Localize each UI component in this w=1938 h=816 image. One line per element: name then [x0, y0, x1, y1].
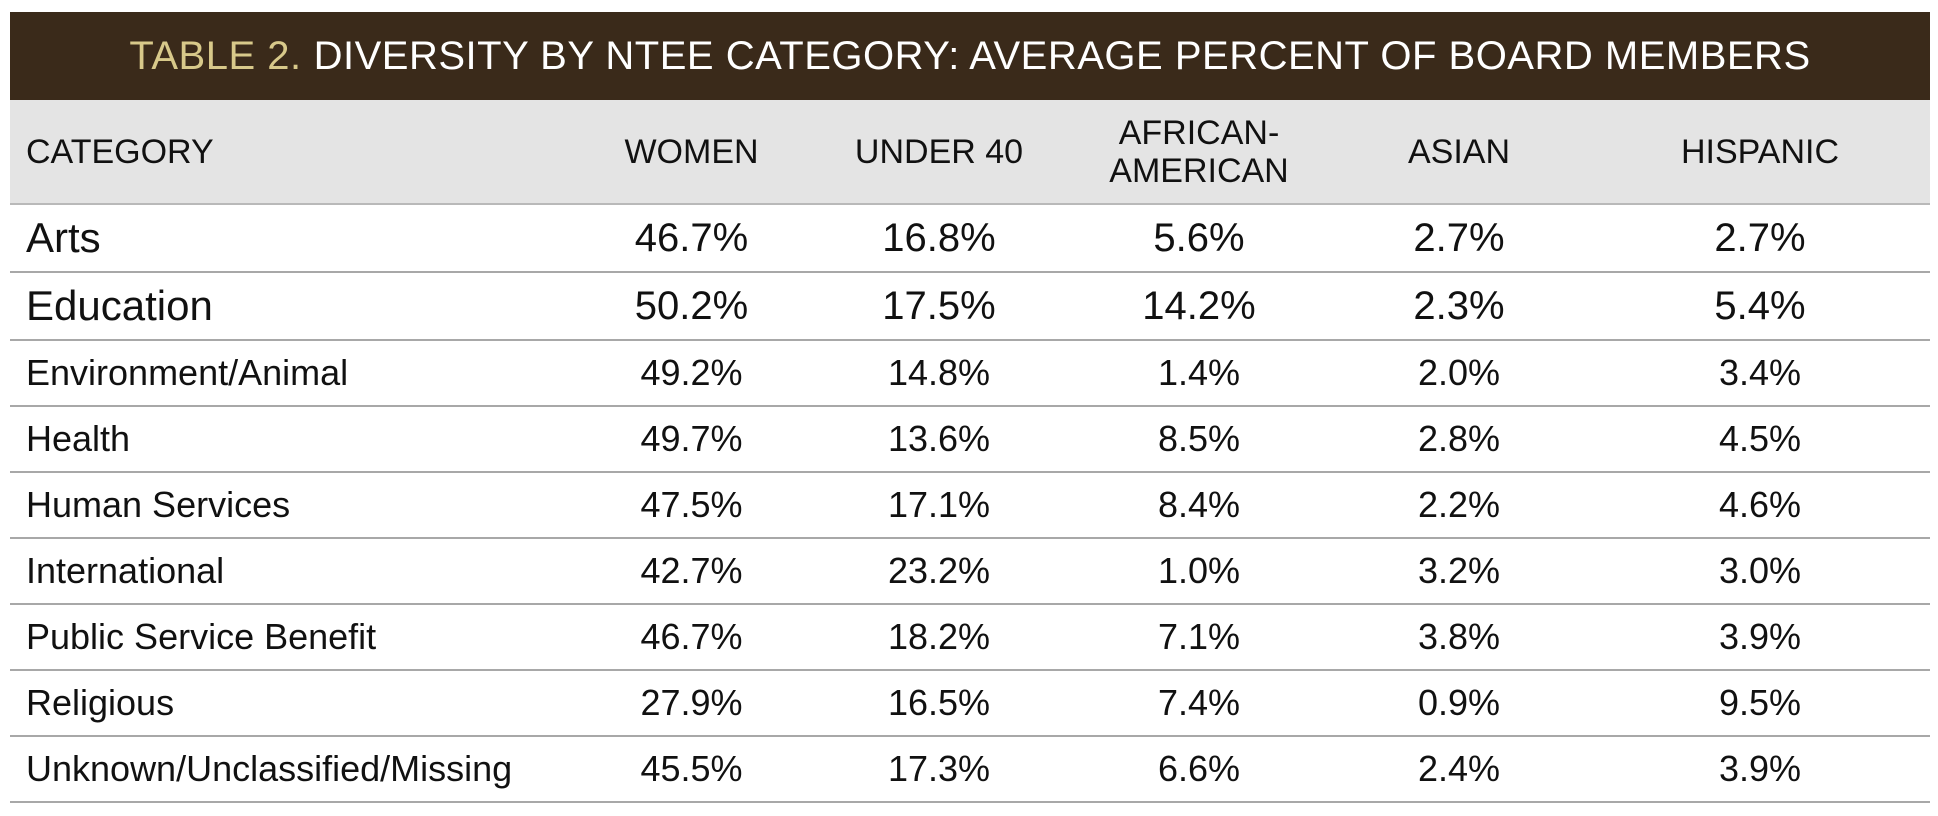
hispanic-cell: 4.5% [1590, 406, 1930, 473]
african-american-cell: 7.4% [1070, 670, 1328, 737]
table-row: Health 49.7% 13.6% 8.5% 2.8% 4.5% [10, 406, 1930, 473]
table-row: Unknown/Unclassified/Missing 45.5% 17.3%… [10, 736, 1930, 803]
hispanic-cell: 3.9% [1590, 604, 1930, 671]
african-american-cell: 1.0% [1070, 538, 1328, 605]
women-cell: 49.2% [575, 340, 808, 407]
under-40-cell: 17.1% [808, 472, 1070, 539]
asian-cell: 2.4% [1328, 736, 1590, 803]
asian-cell: 3.8% [1328, 604, 1590, 671]
asian-cell: 2.8% [1328, 406, 1590, 473]
hispanic-cell: 3.4% [1590, 340, 1930, 407]
table-row: Religious 27.9% 16.5% 7.4% 0.9% 9.5% [10, 670, 1930, 737]
column-header-women: WOMEN [575, 100, 808, 205]
asian-cell: 2.2% [1328, 472, 1590, 539]
column-header-hispanic: HISPANIC [1590, 100, 1930, 205]
african-american-cell: 5.6% [1070, 204, 1328, 273]
women-cell: 42.7% [575, 538, 808, 605]
category-cell: Religious [10, 670, 575, 737]
table-row: Education 50.2% 17.5% 14.2% 2.3% 5.4% [10, 272, 1930, 341]
women-cell: 27.9% [575, 670, 808, 737]
under-40-cell: 17.5% [808, 272, 1070, 341]
table-number: TABLE 2. [129, 33, 302, 78]
table-row: Public Service Benefit 46.7% 18.2% 7.1% … [10, 604, 1930, 671]
asian-cell: 2.3% [1328, 272, 1590, 341]
column-header-category: CATEGORY [10, 100, 575, 205]
category-cell: Arts [10, 204, 575, 273]
table-row: Environment/Animal 49.2% 14.8% 1.4% 2.0%… [10, 340, 1930, 407]
african-american-cell: 7.1% [1070, 604, 1328, 671]
african-american-cell: 14.2% [1070, 272, 1328, 341]
under-40-cell: 16.8% [808, 204, 1070, 273]
women-cell: 47.5% [575, 472, 808, 539]
category-cell: Health [10, 406, 575, 473]
category-cell: Public Service Benefit [10, 604, 575, 671]
women-cell: 46.7% [575, 204, 808, 273]
category-cell: Human Services [10, 472, 575, 539]
african-american-cell: 8.4% [1070, 472, 1328, 539]
hispanic-cell: 3.0% [1590, 538, 1930, 605]
under-40-cell: 23.2% [808, 538, 1070, 605]
african-american-cell: 6.6% [1070, 736, 1328, 803]
under-40-cell: 13.6% [808, 406, 1070, 473]
table-row: Human Services 47.5% 17.1% 8.4% 2.2% 4.6… [10, 472, 1930, 539]
header-row: CATEGORY WOMEN UNDER 40 AFRICAN- AMERICA… [10, 100, 1930, 205]
category-cell: International [10, 538, 575, 605]
women-cell: 50.2% [575, 272, 808, 341]
women-cell: 45.5% [575, 736, 808, 803]
category-cell: Unknown/Unclassified/Missing [10, 736, 575, 803]
table-row: International 42.7% 23.2% 1.0% 3.2% 3.0% [10, 538, 1930, 605]
category-cell: Environment/Animal [10, 340, 575, 407]
asian-cell: 2.7% [1328, 204, 1590, 273]
hispanic-cell: 5.4% [1590, 272, 1930, 341]
diversity-table: CATEGORY WOMEN UNDER 40 AFRICAN- AMERICA… [10, 100, 1930, 803]
hispanic-cell: 3.9% [1590, 736, 1930, 803]
women-cell: 49.7% [575, 406, 808, 473]
column-header-asian: ASIAN [1328, 100, 1590, 205]
table-figure: TABLE 2. DIVERSITY BY NTEE CATEGORY: AVE… [10, 12, 1930, 803]
asian-cell: 0.9% [1328, 670, 1590, 737]
hispanic-cell: 2.7% [1590, 204, 1930, 273]
table-title: TABLE 2. DIVERSITY BY NTEE CATEGORY: AVE… [10, 12, 1930, 100]
african-american-cell: 1.4% [1070, 340, 1328, 407]
under-40-cell: 14.8% [808, 340, 1070, 407]
category-cell: Education [10, 272, 575, 341]
table-row: Arts 46.7% 16.8% 5.6% 2.7% 2.7% [10, 204, 1930, 273]
asian-cell: 2.0% [1328, 340, 1590, 407]
under-40-cell: 16.5% [808, 670, 1070, 737]
hispanic-cell: 9.5% [1590, 670, 1930, 737]
women-cell: 46.7% [575, 604, 808, 671]
under-40-cell: 18.2% [808, 604, 1070, 671]
african-american-cell: 8.5% [1070, 406, 1328, 473]
column-header-under-40: UNDER 40 [808, 100, 1070, 205]
under-40-cell: 17.3% [808, 736, 1070, 803]
column-header-african-american: AFRICAN- AMERICAN [1070, 100, 1328, 205]
asian-cell: 3.2% [1328, 538, 1590, 605]
table-title-text: DIVERSITY BY NTEE CATEGORY: AVERAGE PERC… [313, 33, 1811, 78]
hispanic-cell: 4.6% [1590, 472, 1930, 539]
